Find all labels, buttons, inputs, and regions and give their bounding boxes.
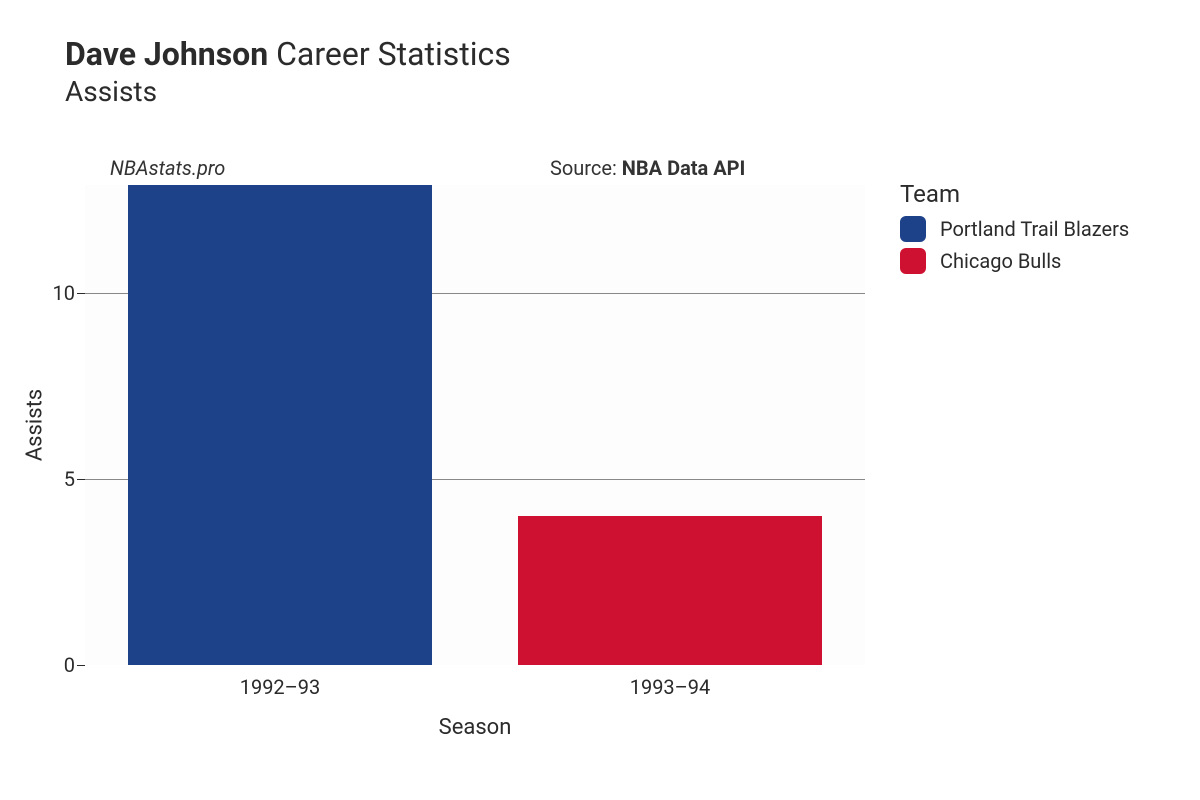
legend-title: Team: [900, 180, 1129, 208]
legend-item: Portland Trail Blazers: [900, 216, 1129, 242]
legend-swatch: [900, 248, 926, 274]
y-tick-label: 0: [64, 653, 85, 677]
legend-item: Chicago Bulls: [900, 248, 1129, 274]
bar: [518, 516, 822, 665]
legend-item-label: Portland Trail Blazers: [940, 217, 1129, 241]
legend-swatch: [900, 216, 926, 242]
chart-title: Dave Johnson Career Statistics: [65, 35, 511, 73]
chart-title-bold: Dave Johnson: [65, 35, 268, 73]
y-axis-title: Assists: [23, 389, 48, 461]
x-tick-label: 1992–93: [240, 665, 321, 699]
source-prefix: Source:: [550, 156, 622, 180]
chart-subtitle: Assists: [65, 75, 511, 108]
source-label: Source: NBA Data API: [550, 156, 745, 180]
source-name: NBA Data API: [622, 156, 746, 180]
watermark-label: NBAstats.pro: [110, 156, 225, 180]
y-tick-label: 5: [64, 467, 85, 491]
chart-title-rest: Career Statistics: [268, 35, 511, 73]
legend: Team Portland Trail Blazers Chicago Bulls: [900, 180, 1129, 280]
x-tick-label: 1993–94: [630, 665, 711, 699]
y-tick-label: 10: [53, 281, 85, 305]
plot-area: 05101992–931993–94: [85, 185, 865, 665]
legend-item-label: Chicago Bulls: [940, 249, 1061, 273]
chart-container: Dave Johnson Career Statistics Assists N…: [0, 0, 1200, 800]
x-axis-title: Season: [439, 715, 512, 740]
chart-title-block: Dave Johnson Career Statistics Assists: [65, 35, 511, 108]
bar: [128, 185, 432, 665]
